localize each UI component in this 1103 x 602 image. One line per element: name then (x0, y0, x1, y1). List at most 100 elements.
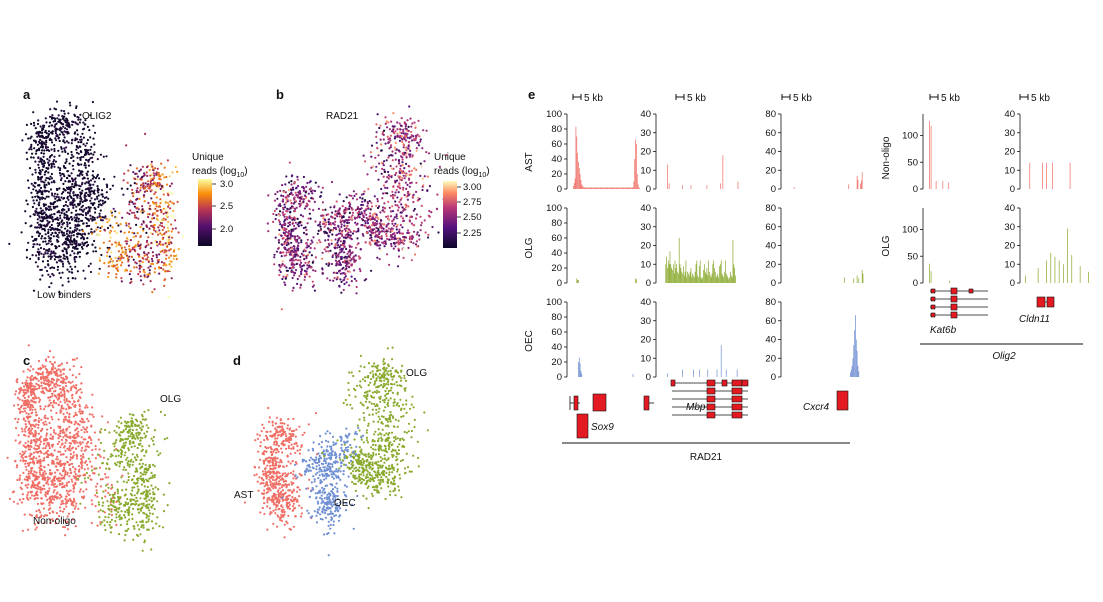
scatter-point (55, 485, 59, 488)
scatter-point (306, 238, 309, 241)
scatter-point (69, 201, 72, 204)
scatter-point (70, 156, 73, 159)
scatter-point (135, 167, 139, 170)
scatter-point (27, 472, 30, 476)
scatter-point (284, 228, 287, 231)
scatter-point (48, 205, 51, 208)
scatter-point (100, 189, 104, 192)
scatter-point (84, 241, 87, 244)
scatter-point (60, 146, 63, 149)
scatter-point (44, 478, 47, 481)
panel-letter-e: e (528, 87, 535, 102)
scatter-point (79, 443, 82, 446)
scatter-point (44, 266, 47, 269)
scatter-point (164, 218, 167, 221)
scatter-point (32, 455, 36, 458)
scatter-point (424, 231, 427, 234)
scatter-point (139, 186, 142, 189)
scatter-point (132, 202, 135, 205)
scatter-point (165, 230, 168, 233)
scatter-point (166, 239, 169, 242)
scatter-point (306, 244, 309, 247)
scatter-point (31, 406, 35, 409)
scatter-point (344, 234, 347, 237)
scatter-point (306, 264, 309, 267)
scatter-point (93, 131, 97, 134)
scatter-point (25, 379, 28, 382)
scatter-point (75, 392, 78, 395)
scatter-point (371, 165, 375, 168)
scatter-point (380, 237, 383, 240)
scatter-point (74, 411, 77, 414)
scatter-point (57, 149, 60, 152)
scatter-point (49, 257, 52, 260)
scatter-point (336, 276, 339, 279)
scatter-point (325, 250, 328, 253)
scatter-point (80, 467, 83, 470)
scatter-point (350, 238, 353, 241)
scatter-point (397, 237, 400, 240)
scatter-point (131, 489, 134, 492)
scatter-point (146, 184, 149, 188)
scatter-point (334, 259, 337, 262)
scatter-point (68, 124, 71, 127)
scatter-point (352, 230, 355, 233)
scatter-point (27, 413, 30, 416)
scatter-point (79, 200, 82, 203)
scatter-point (65, 495, 68, 498)
scatter-point (391, 222, 394, 225)
scatter-point (108, 218, 111, 221)
scatter-point (344, 272, 347, 275)
scatter-point (153, 217, 156, 220)
umap-olig2-scatter (8, 100, 184, 298)
scatter-point (26, 387, 29, 390)
scatter-point (90, 228, 93, 231)
scatter-point (305, 205, 308, 208)
scatter-point (56, 491, 59, 494)
scatter-point (382, 184, 386, 187)
scatter-point (76, 156, 79, 159)
scatter-point (52, 435, 55, 438)
scatter-point (335, 234, 338, 237)
scatter-point (71, 203, 74, 206)
scatter-point (285, 254, 288, 257)
scatter-point (44, 405, 47, 408)
scatter-point (147, 236, 150, 239)
scatter-point (90, 465, 93, 468)
scatter-point (32, 188, 35, 191)
scatter-point (58, 397, 61, 400)
scatter-point (381, 241, 384, 244)
scatter-point (290, 259, 294, 262)
scatter-point (34, 171, 37, 174)
scatter-point (53, 165, 56, 168)
scatter-point (399, 164, 402, 167)
scatter-point (61, 486, 64, 489)
scatter-point (356, 198, 359, 201)
scatter-point (392, 218, 395, 221)
scatter-point (54, 123, 57, 126)
scatter-point (59, 400, 62, 403)
scatter-point (52, 399, 56, 402)
scatter-point (60, 226, 63, 229)
scatter-point (283, 264, 286, 267)
scatter-point (325, 262, 328, 266)
scatter-point (410, 259, 413, 262)
scatter-point (104, 476, 107, 479)
scatter-point (110, 251, 113, 254)
scatter-point (80, 183, 84, 186)
scatter-point (370, 269, 373, 272)
scatter-point (40, 131, 44, 134)
scatter-point (150, 471, 153, 474)
scatter-point (394, 222, 397, 225)
scatter-point (407, 145, 410, 148)
scatter-point (50, 192, 54, 195)
scatter-point (75, 453, 78, 456)
scatter-point (150, 505, 153, 508)
scatter-point (85, 213, 88, 216)
scatter-point (322, 220, 325, 223)
scatter-point (39, 160, 42, 163)
scatter-point (29, 379, 32, 382)
scatter-point (322, 217, 325, 220)
scatter-point (387, 121, 390, 124)
scatter-point (367, 218, 370, 221)
